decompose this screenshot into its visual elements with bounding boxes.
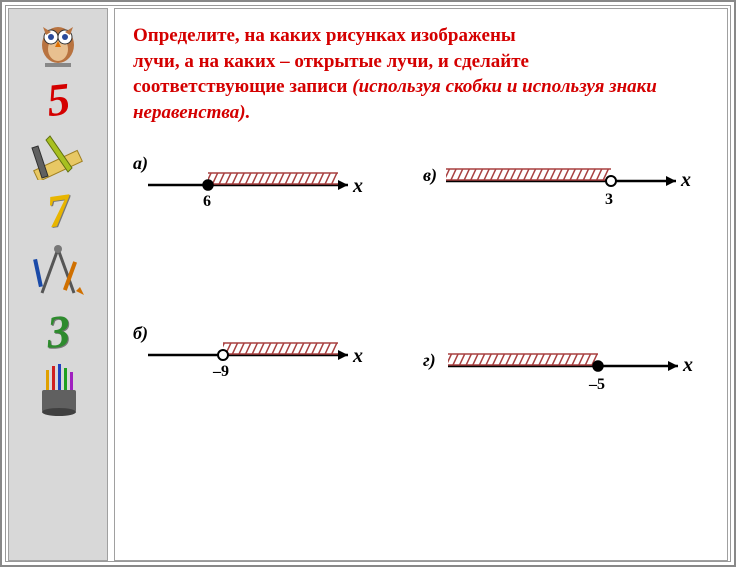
digit-3-icon: 3 <box>45 304 72 358</box>
digit-5-icon: 5 <box>44 72 72 127</box>
digit-7-icon: 7 <box>43 183 73 239</box>
compass-icon <box>28 241 88 301</box>
diagram-g-label: г) <box>423 350 436 371</box>
task-line2: лучи, а на каких – открытые лучи, и сдел… <box>133 51 529 72</box>
diagram-g-xlabel: х <box>683 354 693 377</box>
task-text: Определите, на каких рисунках изображены… <box>133 23 709 126</box>
diagram-b: б) –9 х <box>133 323 393 383</box>
diagram-b-xlabel: х <box>353 345 363 368</box>
ruler-icon <box>28 130 88 180</box>
owl-icon <box>31 15 85 69</box>
diagram-a-value: 6 <box>203 193 211 211</box>
diagram-v-value: 3 <box>605 191 613 209</box>
diagram-v-xlabel: х <box>681 169 691 192</box>
diagram-v-label: в) <box>423 165 437 186</box>
diagram-b-value: –9 <box>213 363 229 381</box>
pencil-cup-icon <box>28 362 88 422</box>
slide-frame: 5 7 3 <box>0 0 736 567</box>
task-line1: Определите, на каких рисунках изображены <box>133 25 516 46</box>
content-panel: Определите, на каких рисунках изображены… <box>114 8 728 561</box>
diagram-a-xlabel: х <box>353 175 363 198</box>
diagram-a: а) 6 х <box>133 153 393 213</box>
task-line3: соответствующие записи <box>133 76 352 97</box>
sidebar: 5 7 3 <box>8 8 108 561</box>
diagram-v: в) 3 х <box>423 153 713 213</box>
diagram-g-value: –5 <box>589 376 605 394</box>
diagrams-area: а) 6 х <box>133 138 709 498</box>
diagram-g: г) –5 х <box>423 336 713 396</box>
